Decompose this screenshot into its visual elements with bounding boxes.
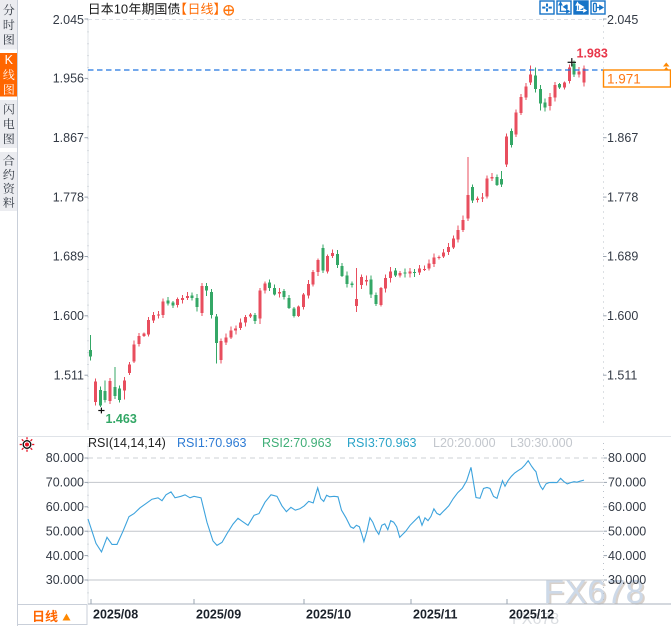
svg-text:1.971: 1.971: [607, 72, 641, 87]
svg-text:1.956: 1.956: [53, 72, 84, 86]
svg-text:50.000: 50.000: [46, 524, 84, 538]
svg-text:1.600: 1.600: [53, 309, 84, 323]
svg-text:1.867: 1.867: [607, 131, 638, 145]
svg-text:1.867: 1.867: [53, 131, 84, 145]
svg-text:1.778: 1.778: [607, 190, 638, 204]
svg-text:60.000: 60.000: [46, 500, 84, 514]
svg-text:2025/10: 2025/10: [306, 608, 351, 622]
svg-text:FX678: FX678: [512, 611, 559, 626]
svg-text:1.463: 1.463: [106, 412, 137, 426]
svg-text:RSI1:70.963: RSI1:70.963: [177, 436, 247, 450]
svg-text:1.983: 1.983: [577, 47, 608, 61]
svg-text:L30:30.000: L30:30.000: [510, 436, 573, 450]
svg-text:40.000: 40.000: [46, 549, 84, 563]
svg-text:1.511: 1.511: [54, 368, 84, 382]
svg-text:40.000: 40.000: [608, 549, 646, 563]
svg-text:2025/12: 2025/12: [509, 608, 554, 622]
svg-text:70.000: 70.000: [608, 476, 646, 490]
svg-text:10: 10: [114, 2, 128, 17]
svg-text:2025/09: 2025/09: [196, 608, 241, 622]
svg-text:70.000: 70.000: [46, 476, 84, 490]
svg-text:30.000: 30.000: [46, 573, 84, 587]
svg-text:1.689: 1.689: [53, 250, 84, 264]
svg-text:1.600: 1.600: [607, 309, 638, 323]
svg-text:60.000: 60.000: [608, 500, 646, 514]
svg-text:1.511: 1.511: [607, 368, 637, 382]
svg-text:K: K: [5, 53, 14, 67]
svg-text:RSI3:70.963: RSI3:70.963: [347, 436, 417, 450]
svg-text:FX678: FX678: [546, 576, 647, 613]
svg-text:L20:20.000: L20:20.000: [433, 436, 496, 450]
svg-text:2.045: 2.045: [53, 13, 84, 27]
svg-text:2025/11: 2025/11: [413, 608, 458, 622]
svg-text:50.000: 50.000: [608, 524, 646, 538]
svg-text:RSI2:70.963: RSI2:70.963: [262, 436, 332, 450]
svg-text:2025/08: 2025/08: [93, 608, 138, 622]
svg-text:1.778: 1.778: [53, 190, 84, 204]
svg-text:2.045: 2.045: [607, 13, 638, 27]
svg-text:30.000: 30.000: [608, 573, 646, 587]
svg-text:RSI(14,14,14): RSI(14,14,14): [88, 436, 166, 450]
svg-text:1.689: 1.689: [607, 250, 638, 264]
svg-text:80.000: 80.000: [46, 451, 84, 465]
svg-text:80.000: 80.000: [608, 451, 646, 465]
